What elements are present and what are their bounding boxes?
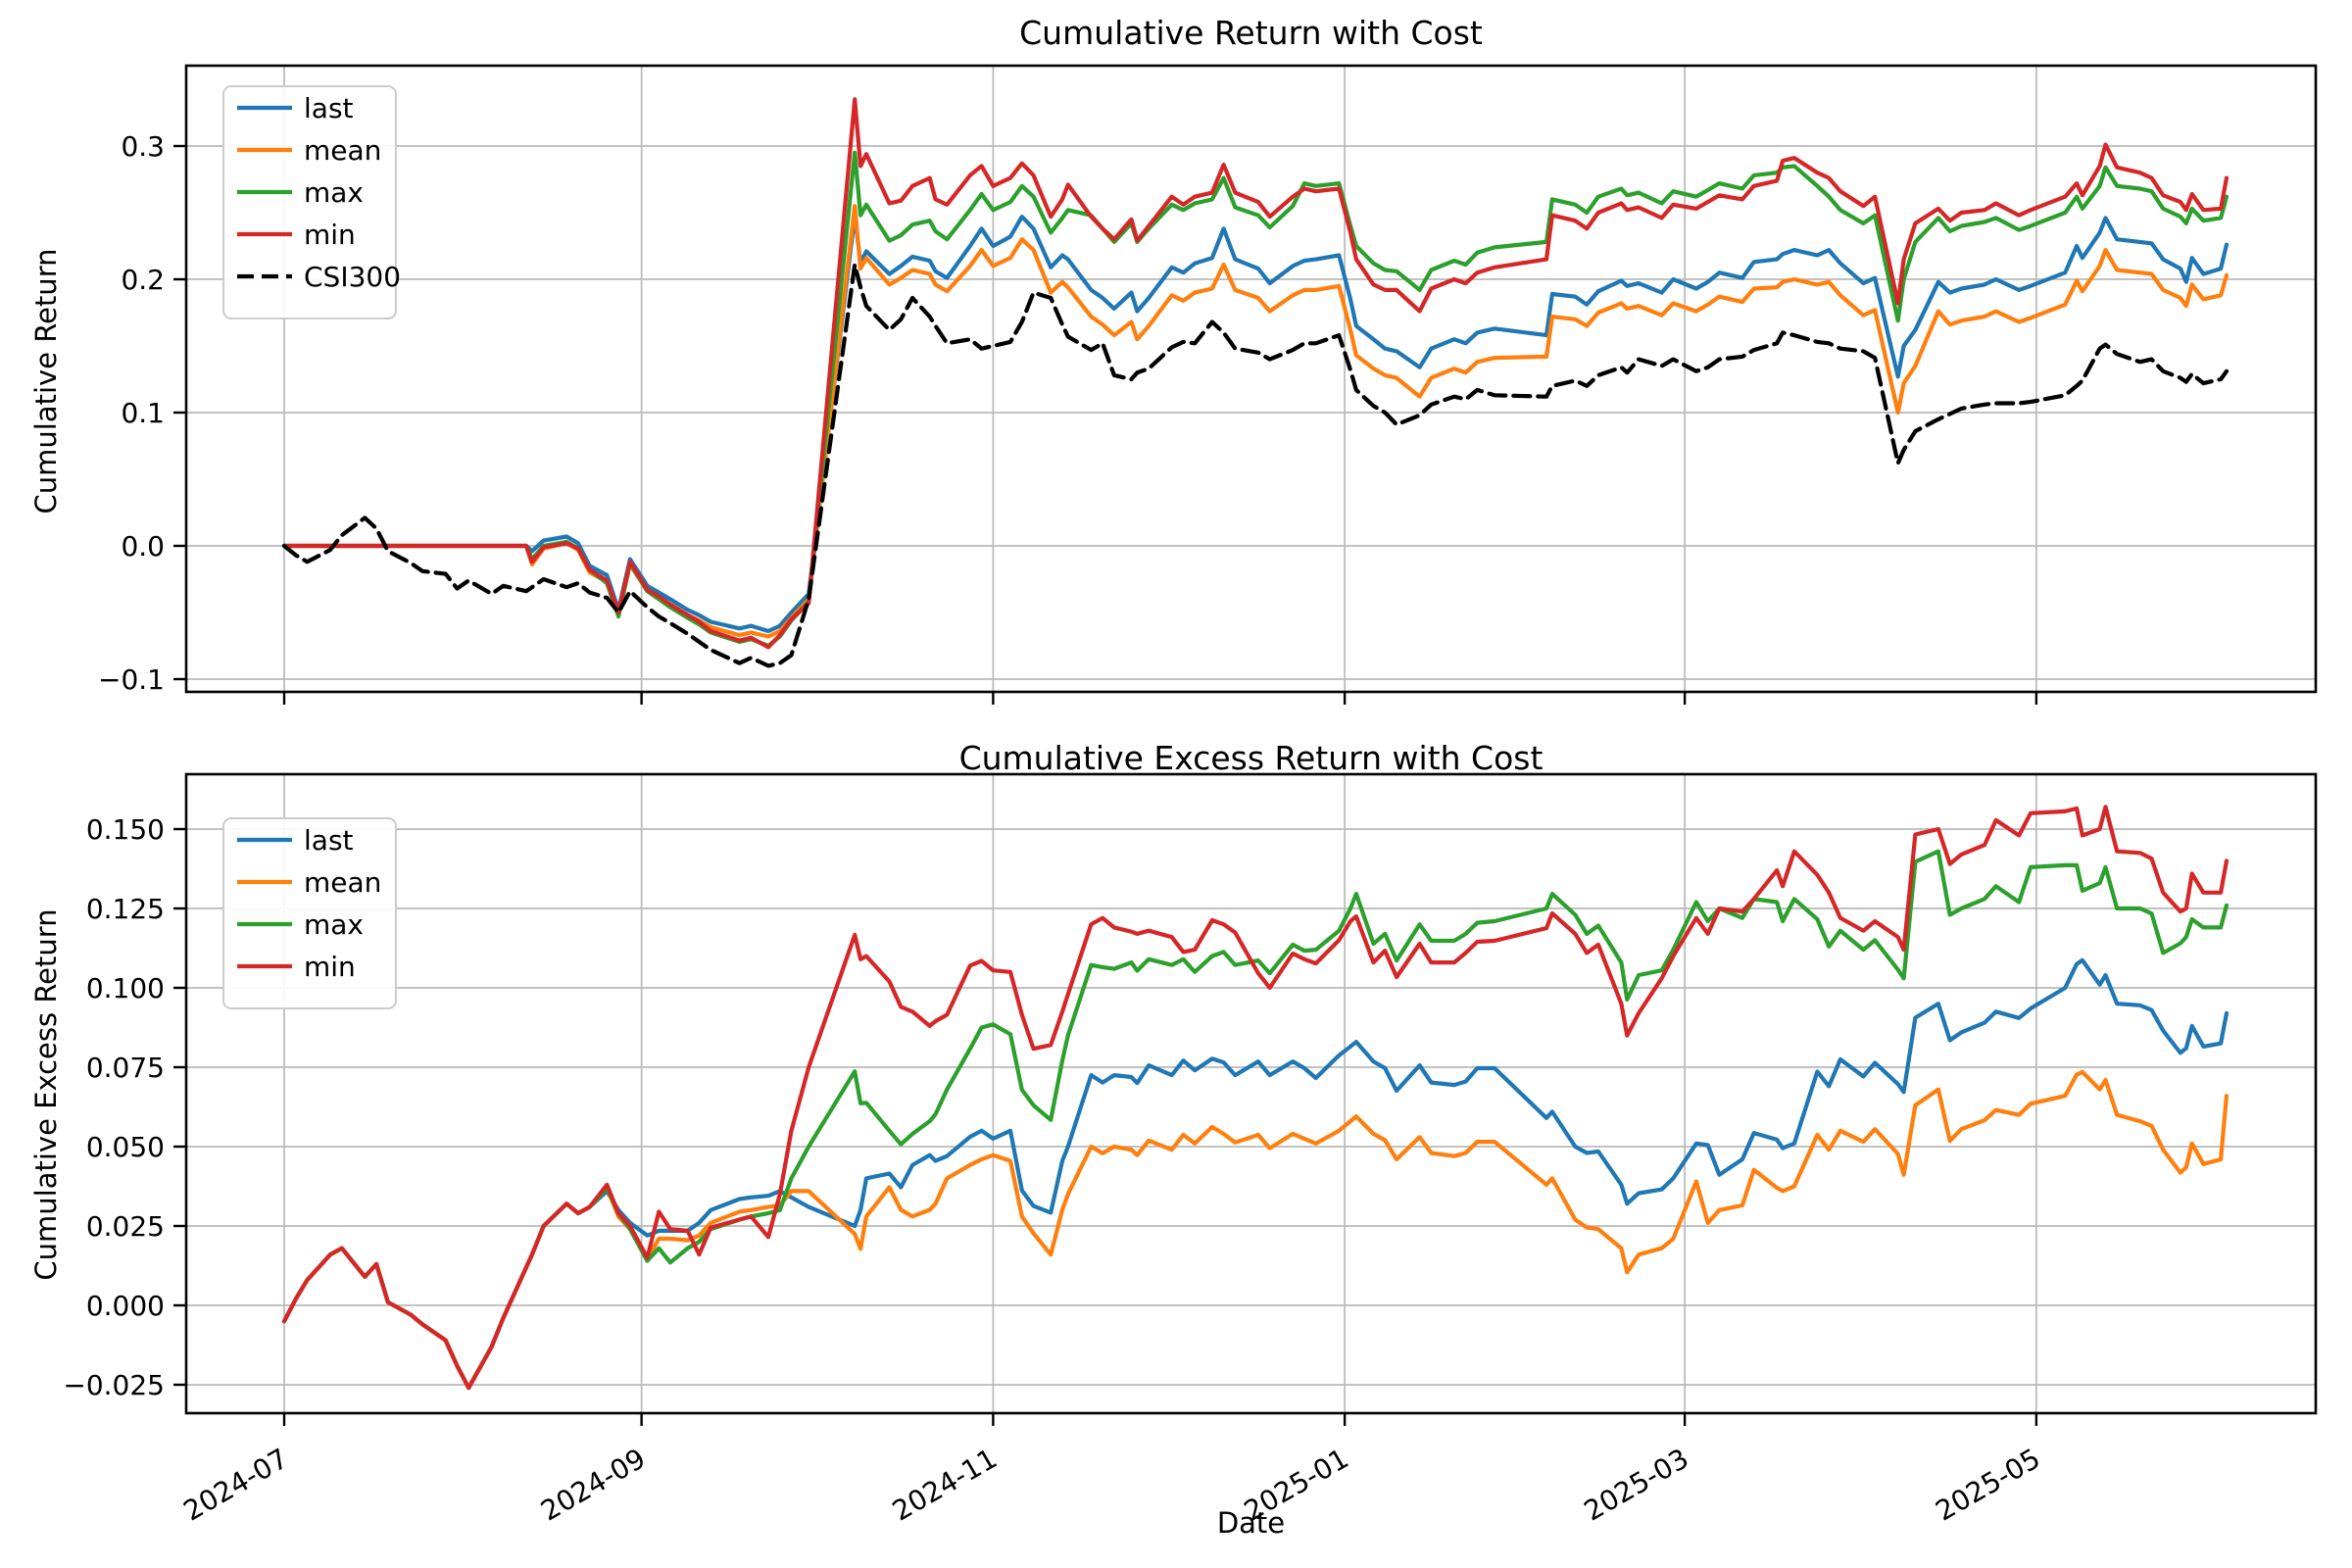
legend: last mean max min CSI300: [222, 85, 401, 319]
legend-item-max: max: [237, 908, 364, 941]
legend-item-mean: mean: [237, 134, 381, 167]
chart-0: 0.3 0.2 0.1 0.0 −0.1 last mean max min CSI300: [98, 64, 2318, 705]
legend-label-CSI300: CSI300: [304, 261, 401, 293]
x-tick-label: 2025-05: [1931, 1442, 2046, 1527]
legend-box: [222, 85, 397, 319]
series-line-min: [281, 805, 2230, 1391]
plot-frame: [184, 772, 2318, 1415]
series-line-CSI300: [281, 262, 2230, 668]
y-tick-label: −0.1: [98, 663, 165, 696]
legend-label-last: last: [304, 92, 354, 124]
y-tick-label: 0.150: [86, 813, 165, 846]
series-line-last: [281, 957, 2230, 1391]
y-tick-label: 0.2: [121, 264, 165, 296]
series-line-last: [281, 213, 2230, 634]
chart-1: 0.150 0.125 0.100 0.075 0.050 0.025 0.000 −0.02…: [63, 772, 2318, 1528]
legend: last mean max min: [222, 817, 397, 1009]
y-tick-label: 0.000: [86, 1290, 165, 1322]
legend-item-mean: mean: [237, 866, 381, 899]
grid: [186, 66, 2316, 692]
legend-item-max: max: [237, 176, 364, 209]
x-axis-label: Date: [1216, 1506, 1286, 1540]
legend-label-min: min: [304, 951, 356, 983]
y-tick-label: 0.075: [86, 1052, 165, 1084]
legend-label-max: max: [304, 908, 364, 941]
legend-label-mean: mean: [304, 866, 381, 899]
series-line-max: [281, 849, 2230, 1391]
y-tick-label: −0.025: [63, 1369, 165, 1401]
legend-item-min: min: [237, 951, 356, 983]
y-tick-label: 0.0: [121, 530, 165, 563]
y-tick-label: 0.1: [121, 397, 165, 429]
series-line-min: [281, 97, 2230, 650]
x-tick-label: 2024-09: [535, 1442, 651, 1527]
x-tick-label: 2024-11: [887, 1442, 1003, 1527]
legend-label-mean: mean: [304, 134, 381, 167]
y-tick-label: 0.050: [86, 1131, 165, 1163]
bottom-chart-title: Cumulative Excess Return with Cost: [958, 739, 1544, 777]
legend-box: [222, 817, 397, 1009]
y-tick-label: 0.025: [86, 1210, 165, 1243]
legend-item-min: min: [237, 219, 356, 251]
legend-label-last: last: [304, 824, 354, 857]
x-tick-label: 2025-03: [1579, 1442, 1694, 1527]
y-tick-label: 0.3: [121, 130, 165, 163]
y-tick-label: 0.100: [86, 972, 165, 1004]
legend-label-min: min: [304, 219, 356, 251]
y-tick-label: 0.125: [86, 893, 165, 925]
legend-label-max: max: [304, 176, 364, 209]
series-line-max: [281, 150, 2230, 649]
grid: [186, 774, 2316, 1413]
legend-item-last: last: [237, 92, 354, 124]
plot-frame: [184, 64, 2318, 694]
legend-item-last: last: [237, 824, 354, 857]
top-chart-title: Cumulative Return with Cost: [1019, 14, 1483, 52]
series-line-mean: [281, 1069, 2230, 1391]
legend-item-CSI300: CSI300: [237, 261, 401, 293]
x-tick-label: 2024-07: [178, 1442, 294, 1527]
x-tick-label: 2025-01: [1239, 1442, 1354, 1527]
